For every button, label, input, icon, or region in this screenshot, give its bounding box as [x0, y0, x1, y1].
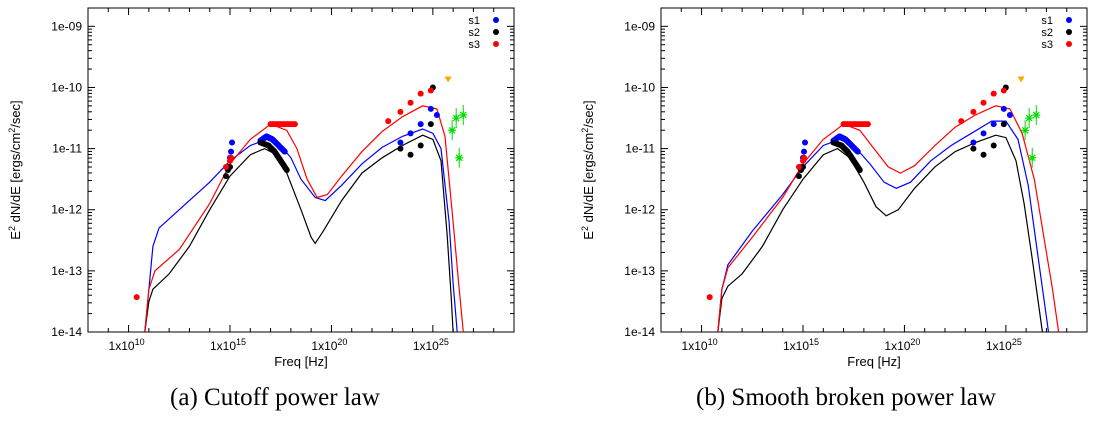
data-point-s2	[980, 151, 987, 158]
y-tick-label: 1e-13	[624, 264, 655, 278]
y-tick-label: 1e-14	[624, 325, 655, 339]
data-point-s3	[958, 118, 965, 125]
x-tick-label: 1x1025	[986, 337, 1022, 353]
model-curve-s3	[144, 105, 464, 333]
data-point-s3	[427, 87, 434, 94]
data-point-s3	[228, 154, 235, 161]
legend-marker-s2	[1066, 29, 1072, 35]
data-point-s3	[970, 108, 977, 115]
data-point-s3	[990, 90, 997, 97]
data-point-s2	[970, 145, 977, 152]
upper-limit-marker	[444, 76, 452, 83]
data-point-s1	[990, 121, 997, 128]
data-point-s1	[280, 147, 287, 154]
data-point-s3	[862, 121, 869, 128]
data-point-s3	[801, 154, 808, 161]
y-axis-label: E2 dN/dE [ergs/cm2/sec]	[7, 100, 23, 239]
data-point-s1	[397, 139, 404, 146]
panel-smooth-broken-power-law: 1x1010 1x1015 1x1020 1x1025 1e-09 1e-10 1e-11 1…	[580, 7, 1088, 411]
data-point-s1	[229, 139, 236, 146]
y-tick-label: 1e-14	[51, 325, 82, 339]
data-point-s3	[795, 163, 802, 170]
y-tick-label: 1e-12	[624, 203, 655, 217]
data-point-s2	[407, 151, 414, 158]
data-point-s3	[407, 99, 414, 106]
data-point-s2	[222, 173, 229, 180]
data-point-s1	[970, 139, 977, 146]
data-point-s1	[980, 130, 987, 137]
model-curve-s2	[717, 134, 1043, 333]
legend-label-s2: s2	[1041, 27, 1053, 39]
data-point-s2	[282, 165, 289, 172]
y-axis-label: E2 dN/dE [ergs/cm2/sec]	[580, 100, 596, 239]
x-tick-label: 1x1015	[210, 337, 246, 353]
data-point-s2	[397, 145, 404, 152]
model-curve-s3	[717, 105, 1060, 333]
data-point-s3	[706, 294, 713, 301]
x-tick-label: 1x1010	[109, 337, 145, 353]
data-point-s3	[1000, 87, 1007, 94]
panel-caption: (b) Smooth broken power law	[696, 384, 996, 411]
data-point-s3	[417, 90, 424, 97]
model-curve-s1	[717, 120, 1050, 333]
y-tick-label: 1e-09	[624, 19, 655, 33]
model-curve-s2	[144, 134, 454, 333]
y-tick-label: 1e-10	[624, 80, 655, 94]
legend-label-s3: s3	[1041, 39, 1053, 51]
data-point-s3	[397, 108, 404, 115]
data-point-s3	[385, 118, 392, 125]
data-point-s2	[417, 142, 424, 149]
legend-marker-s1	[1066, 17, 1072, 23]
data-point-s1	[853, 147, 860, 154]
y-tick-label: 1e-11	[52, 142, 82, 156]
data-point-s2	[795, 173, 802, 180]
legend-label-s2: s2	[468, 27, 480, 39]
y-tick-label: 1e-09	[51, 19, 82, 33]
panel-cutoff-power-law: 1x1010 1x1015 1x1020 1x1025 1e-09 1e-10 1e-11 1…	[7, 7, 515, 411]
data-point-s1	[407, 130, 414, 137]
data-point-s2	[855, 165, 862, 172]
data-point-s1	[417, 121, 424, 128]
data-point-s1	[1000, 105, 1007, 112]
y-tick-label: 1e-13	[51, 264, 82, 278]
legend-marker-s3	[493, 41, 499, 47]
plot-frame	[660, 7, 1088, 333]
y-tick-label: 1e-12	[51, 203, 82, 217]
data-point-s3	[980, 99, 987, 106]
panel-caption: (a) Cutoff power law	[170, 384, 380, 411]
data-point-s3	[289, 121, 296, 128]
data-point-s1	[433, 111, 440, 118]
legend-label-s1: s1	[468, 15, 480, 27]
x-tick-label: 1x1020	[311, 337, 347, 353]
x-axis-label: Freq [Hz]	[274, 354, 327, 369]
data-point-s1	[801, 148, 808, 155]
x-tick-label: 1x1010	[682, 337, 718, 353]
upper-limit-marker	[1017, 76, 1025, 83]
model-curve-s1	[144, 128, 458, 333]
legend-marker-s3	[1066, 41, 1072, 47]
data-point-s2	[1000, 121, 1007, 128]
data-point-s2	[990, 142, 997, 149]
data-point-s3	[222, 163, 229, 170]
plot-frame	[87, 7, 515, 333]
legend-label-s1: s1	[1041, 15, 1053, 27]
data-point-s2	[427, 121, 434, 128]
x-tick-label: 1x1015	[783, 337, 819, 353]
y-tick-label: 1e-11	[625, 142, 655, 156]
legend-marker-s2	[493, 29, 499, 35]
data-point-s3	[133, 294, 140, 301]
legend-marker-s1	[493, 17, 499, 23]
data-point-s1	[1006, 111, 1013, 118]
x-axis-label: Freq [Hz]	[847, 354, 900, 369]
x-tick-label: 1x1025	[413, 337, 449, 353]
data-point-s1	[228, 148, 235, 155]
data-point-s1	[802, 139, 809, 146]
x-tick-label: 1x1020	[884, 337, 920, 353]
y-tick-label: 1e-10	[51, 80, 82, 94]
data-point-s1	[427, 105, 434, 112]
legend-label-s3: s3	[468, 39, 480, 51]
